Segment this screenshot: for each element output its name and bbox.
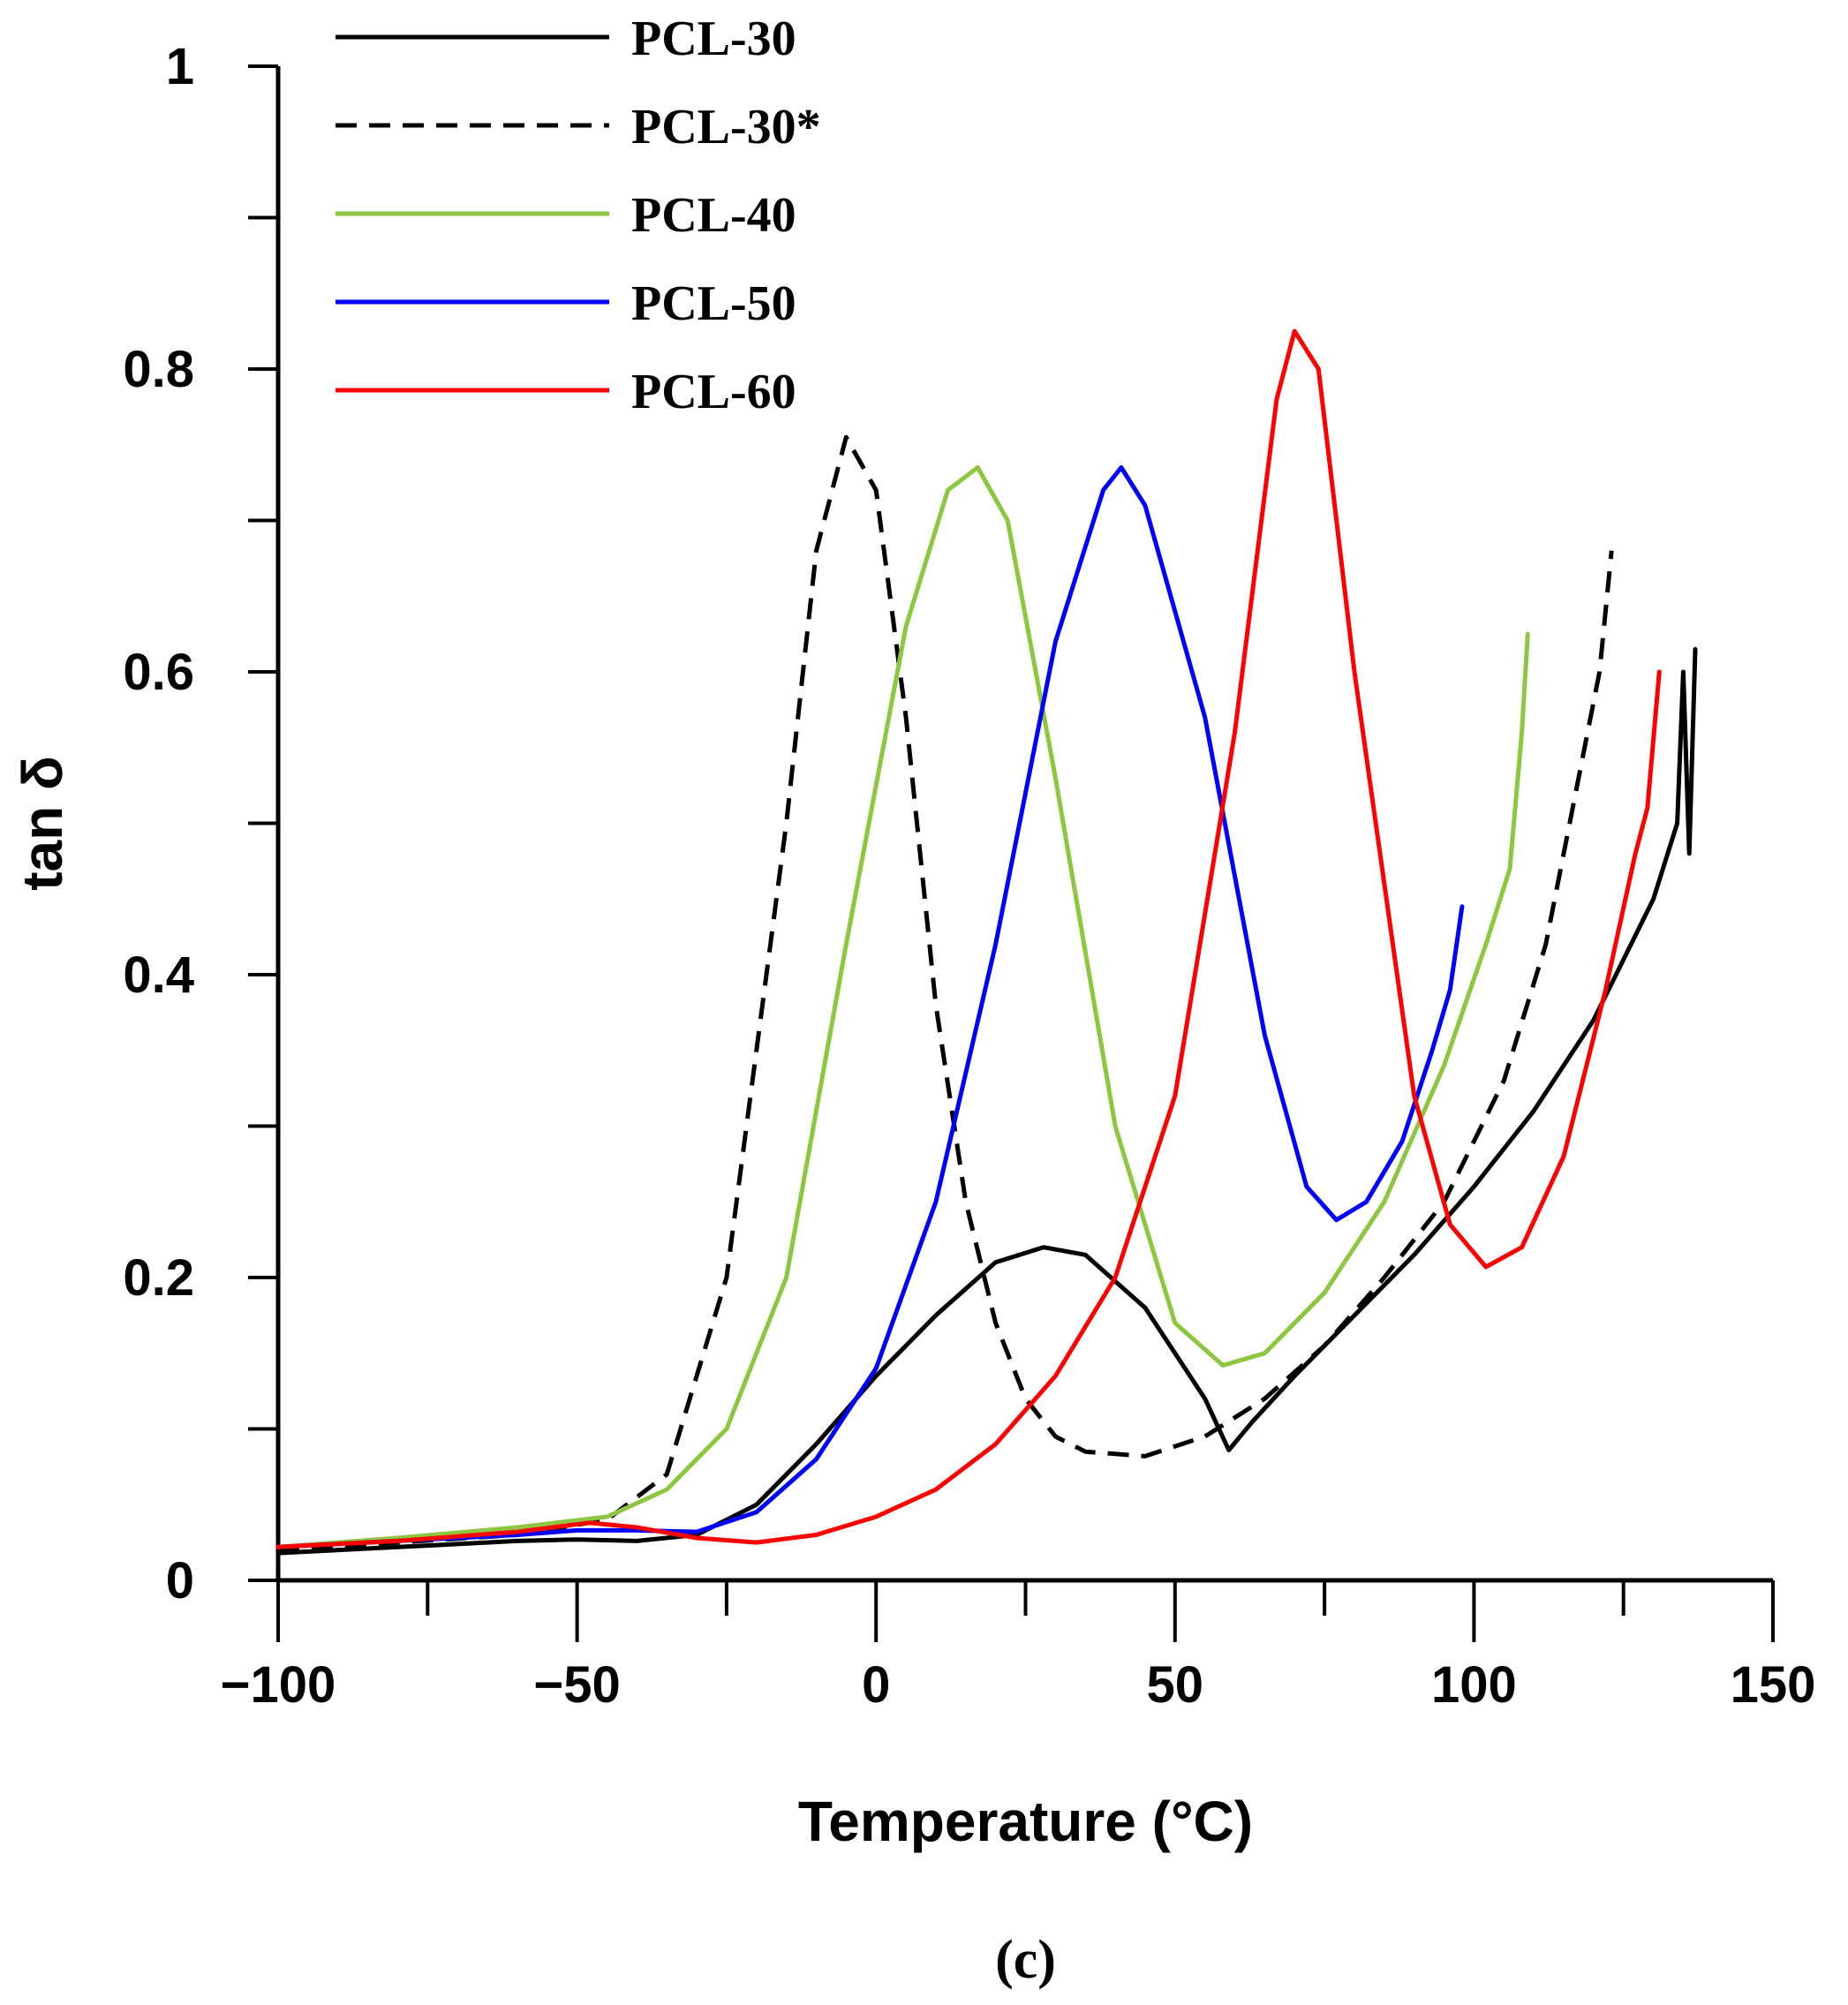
x-tick-label: 50	[1147, 1656, 1204, 1714]
legend-label: PCL-30	[631, 11, 796, 66]
series-layer	[275, 328, 1698, 1556]
legend: PCL-30 PCL-30* PCL-40 PCL-50 PCL-60	[336, 11, 821, 419]
y-axis-title: tan δ	[11, 756, 74, 891]
figure-caption: (c)	[995, 1930, 1056, 1990]
y-tick-label: 0.8	[123, 341, 194, 398]
x-tick-label: 150	[1731, 1656, 1816, 1714]
legend-label: PCL-50	[631, 276, 796, 331]
x-axis-title: Temperature (°C)	[798, 1790, 1253, 1853]
axes: 0 0.2 0.4 0.6 0.8 1 −100 −50 0 50 100 150	[123, 38, 1815, 1714]
x-tick-label: −50	[533, 1656, 620, 1714]
x-tick-label: −100	[221, 1656, 336, 1714]
y-tick-label: 0.4	[123, 946, 194, 1004]
legend-label: PCL-30*	[631, 100, 821, 155]
y-tick-label: 0.6	[123, 644, 194, 701]
x-tick-label: 100	[1431, 1656, 1517, 1714]
series-line-pcl-30	[277, 434, 1614, 1553]
series-line-pcl-30	[275, 646, 1698, 1556]
series-line-pcl-40	[275, 465, 1530, 1549]
legend-label: PCL-60	[631, 365, 796, 419]
series-line-pcl-50	[275, 465, 1465, 1549]
y-tick-label: 0	[166, 1552, 194, 1609]
y-tick-label: 0.2	[123, 1249, 194, 1307]
y-tick-label: 1	[166, 38, 194, 95]
legend-label: PCL-40	[631, 188, 796, 243]
series-line-pcl-60	[275, 328, 1662, 1549]
x-tick-label: 0	[862, 1656, 890, 1714]
